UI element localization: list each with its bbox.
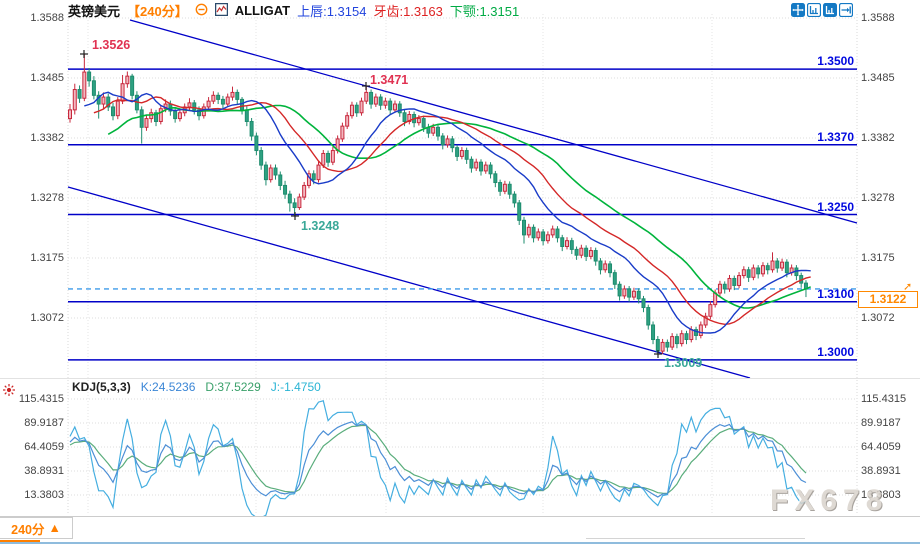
kdj-axis-label-left: 13.3803: [24, 489, 64, 501]
indicator-chart-icon: [214, 2, 228, 19]
kdj-axis-label-left: 38.8931: [24, 465, 64, 477]
kdj-axis-label-left: 115.4315: [18, 393, 64, 405]
panel-separator: [0, 378, 920, 379]
kdj-title: KDJ(5,3,3): [72, 380, 131, 394]
auto-scale-icon[interactable]: [823, 3, 837, 17]
level-label: 1.3100: [817, 286, 854, 301]
price-axis-label-right: 1.3175: [861, 252, 895, 264]
price-axis-label-right: 1.3278: [861, 192, 895, 204]
price-axis-label-right: 1.3382: [861, 132, 895, 144]
price-axis-label-left: 1.3588: [30, 12, 64, 24]
level-label: 1.3500: [817, 54, 854, 69]
level-label: 1.3370: [817, 129, 854, 144]
alligator-jaw-value: 下颚:1.3151: [449, 4, 520, 19]
price-annotation: 1.3248: [301, 219, 340, 233]
kdj-axis-label-right: 115.4315: [861, 393, 907, 405]
annotation-markers: [80, 50, 662, 358]
kdj-axis-label-right: 38.8931: [861, 465, 901, 477]
kdj-k-line: [69, 421, 807, 498]
kdj-axis-label-left: 64.4059: [24, 441, 64, 453]
fit-scale-icon[interactable]: [807, 3, 821, 17]
kdj-panel: [69, 400, 807, 519]
indicator-settings-icon[interactable]: [2, 383, 16, 402]
price-axis-label-right: 1.3588: [861, 12, 895, 24]
price-annotation: 1.3471: [370, 73, 409, 87]
kdj-axis-label-right: 13.3803: [861, 489, 901, 501]
alligator-teeth-line: [93, 96, 811, 326]
timeframe-tab-label: 240分: [11, 522, 45, 537]
symbol-name: 英镑美元: [68, 4, 121, 19]
horizontal-scrollbar[interactable]: [586, 538, 805, 539]
price-annotation: 1.3526: [92, 38, 131, 52]
timeframe-tab[interactable]: 240分 ▲: [0, 517, 73, 539]
chart-header: 英镑美元 【240分】 ALLIGAT 上唇:1.3154 牙齿:1.3163 …: [68, 2, 519, 19]
level-lines: [68, 68, 857, 361]
candles: [68, 54, 808, 355]
price-axis-label-right: 1.3072: [861, 312, 895, 324]
timeframe-tab-arrow-icon: ▲: [48, 521, 61, 535]
date-axis-bar: [0, 516, 920, 544]
scroll-to-latest-icon[interactable]: [839, 3, 853, 17]
price-axis-label-left: 1.3072: [30, 312, 64, 324]
kdj-header: KDJ(5,3,3) K:24.5236 D:37.5229 J:-1.4750: [72, 380, 321, 394]
level-label: 1.3250: [817, 199, 854, 214]
kdj-k-value: K:24.5236: [140, 380, 196, 394]
collapse-indicator-icon[interactable]: [195, 3, 208, 19]
watermark: FX678: [770, 484, 889, 517]
price-direction-arrow-icon: ➚: [903, 280, 913, 293]
kdj-d-line: [69, 424, 807, 495]
price-axis-label-left: 1.3485: [30, 72, 64, 84]
alligator-lips-line: [84, 91, 811, 334]
kdj-d-value: D:37.5229: [205, 380, 261, 394]
alligator-jaw-line: [107, 104, 812, 309]
price-axis-label-left: 1.3278: [30, 192, 64, 204]
timeframe-label: 【240分】: [127, 4, 188, 19]
gridlines: [67, 14, 858, 513]
alligator-lips-value: 上唇:1.3154: [297, 4, 367, 19]
indicator-name: ALLIGAT: [234, 3, 291, 18]
price-axis-label-left: 1.3175: [30, 252, 64, 264]
bottom-border: [0, 542, 920, 544]
chart-toolbar: [791, 3, 853, 17]
alligator-teeth-value: 牙齿:1.3163: [373, 4, 443, 19]
level-label: 1.3000: [817, 344, 854, 359]
kdj-j-line: [69, 400, 807, 519]
price-axis-label-left: 1.3382: [30, 132, 64, 144]
pan-icon[interactable]: [791, 3, 805, 17]
price-annotation: 1.3009: [664, 356, 703, 370]
price-axis-label-right: 1.3485: [861, 72, 895, 84]
tab-active-underline: [0, 540, 40, 543]
kdj-axis-label-left: 89.9187: [24, 417, 64, 429]
kdj-axis-label-right: 89.9187: [861, 417, 901, 429]
current-price-box: 1.3122: [858, 290, 918, 308]
trend-channel-lines: [67, 19, 858, 379]
kdj-j-value: J:-1.4750: [270, 380, 321, 394]
kdj-axis-label-right: 64.4059: [861, 441, 901, 453]
